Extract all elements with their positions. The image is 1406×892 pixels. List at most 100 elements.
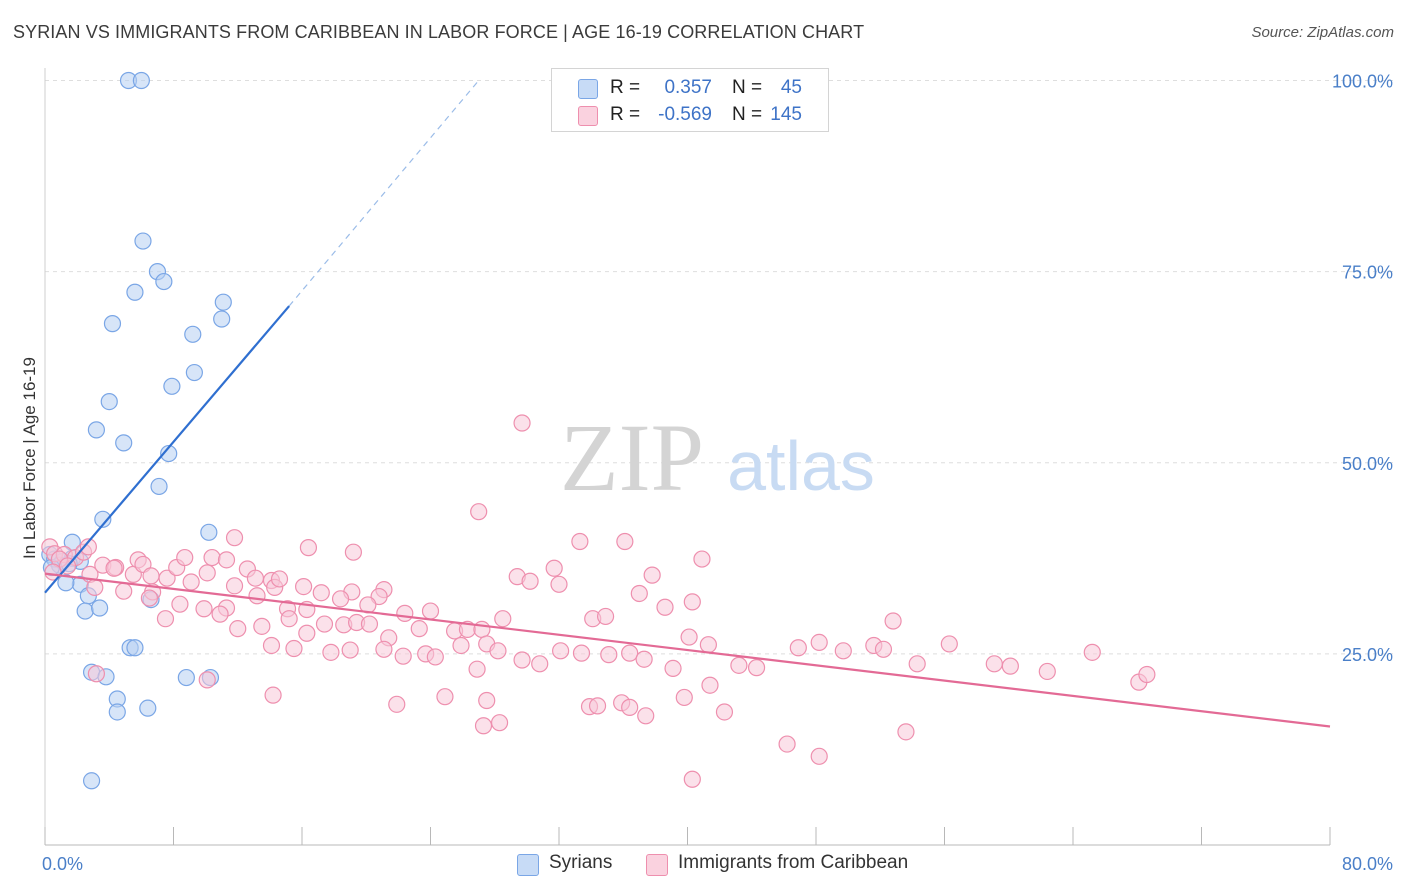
syrians-point: [82, 772, 101, 790]
caribbean-point: [693, 550, 711, 568]
caribbean-point: [513, 414, 531, 432]
caribbean-point: [452, 636, 470, 655]
caribbean-point: [142, 567, 160, 585]
series-caribbean: [41, 414, 1156, 788]
syrians-point: [139, 699, 157, 717]
series-legend: Syrians Immigrants from Caribbean: [0, 852, 1406, 878]
syrians-point: [184, 325, 202, 343]
caribbean-point: [322, 643, 340, 661]
syrians-point: [163, 377, 181, 395]
legend-swatch-syrians: [578, 79, 598, 99]
caribbean-point: [176, 548, 194, 567]
caribbean-point: [985, 655, 1003, 673]
caribbean-point: [494, 610, 512, 628]
tick-labels: 25.0% 50.0% 75.0% 100.0% 0.0% 80.0%: [42, 72, 1393, 875]
syrians-point: [134, 232, 152, 250]
caribbean-point: [730, 656, 748, 674]
syrians-point: [160, 444, 178, 463]
caribbean-point: [834, 642, 852, 660]
y-tick-label: 100.0%: [1332, 72, 1393, 92]
caribbean-point: [105, 559, 123, 577]
caribbean-point: [600, 646, 618, 664]
syrians-point: [103, 315, 122, 333]
caribbean-point: [115, 582, 133, 600]
caribbean-point: [473, 620, 491, 639]
y-tick-label: 75.0%: [1342, 263, 1393, 283]
caribbean-point: [470, 503, 488, 521]
caribbean-point: [789, 639, 807, 657]
legend-r-label: R =: [610, 77, 641, 98]
caribbean-point: [897, 723, 915, 741]
caribbean-point: [545, 559, 563, 577]
caribbean-point: [195, 600, 213, 618]
caribbean-point: [315, 615, 334, 633]
caribbean-point: [360, 615, 379, 633]
caribbean-point: [664, 659, 682, 678]
legend-n-label: N =: [732, 104, 763, 125]
watermark: ZIP atlas: [560, 404, 875, 511]
caribbean-point: [635, 650, 653, 668]
source-label: Source: ZipAtlas.com: [1251, 24, 1394, 41]
y-tick-label: 50.0%: [1342, 454, 1393, 474]
syrians-point: [200, 523, 218, 541]
caribbean-point: [701, 676, 719, 694]
caribbean-point: [874, 640, 893, 658]
caribbean-point: [699, 636, 717, 654]
legend-row-syrians: R = 0.357 N = 45: [552, 75, 828, 101]
caribbean-point: [884, 612, 902, 630]
caribbean-point: [426, 648, 444, 666]
syrians-point: [57, 574, 75, 592]
syrians-point: [108, 703, 126, 721]
syrians-point: [91, 599, 109, 617]
caribbean-point: [264, 686, 282, 704]
legend-r-value: 0.357: [664, 77, 712, 98]
chart-title: SYRIAN VS IMMIGRANTS FROM CARIBBEAN IN L…: [13, 22, 865, 42]
caribbean-point: [248, 587, 266, 605]
caribbean-point: [182, 573, 200, 591]
caribbean-point: [1138, 665, 1156, 684]
legend-swatch-caribbean: [578, 106, 598, 126]
caribbean-point: [394, 647, 412, 665]
syrians-trend-line: [44, 305, 290, 594]
caribbean-point: [810, 633, 828, 652]
caribbean-point: [715, 703, 734, 721]
syrians-trend-extension: [288, 80, 480, 307]
caribbean-point: [375, 640, 393, 658]
x-tick-label: 0.0%: [42, 854, 83, 874]
caribbean-point: [217, 551, 236, 569]
caribbean-point: [616, 532, 634, 551]
caribbean-point: [198, 564, 216, 582]
correlation-legend: R = 0.357 N = 45 R = -0.569 N = 145: [551, 68, 829, 132]
caribbean-point: [478, 691, 496, 710]
caribbean-point: [747, 659, 766, 677]
caribbean-point: [344, 543, 362, 561]
caribbean-point: [280, 610, 298, 628]
caribbean-point: [1038, 662, 1056, 681]
caribbean-point: [521, 572, 539, 590]
caribbean-point: [246, 569, 265, 587]
caribbean-point: [643, 566, 661, 584]
syrians-point: [94, 510, 112, 528]
caribbean-point: [211, 605, 229, 623]
legend-row-caribbean: R = -0.569 N = 145: [552, 102, 828, 128]
caribbean-point: [198, 671, 216, 689]
caribbean-point: [683, 770, 701, 788]
caribbean-point: [253, 617, 271, 635]
caribbean-point: [1083, 643, 1101, 661]
syrians-point: [87, 421, 106, 439]
x-tick-label: 80.0%: [1342, 854, 1393, 874]
syrians-point: [126, 639, 144, 657]
syrians-point: [115, 434, 133, 452]
legend-label-caribbean: Immigrants from Caribbean: [678, 852, 909, 873]
legend-swatch-caribbean: [646, 854, 668, 876]
syrians-point: [155, 272, 173, 291]
caribbean-point: [940, 635, 958, 653]
caribbean-point: [396, 604, 414, 622]
legend-r-label: R =: [610, 104, 641, 125]
caribbean-point: [572, 644, 591, 662]
caribbean-point: [637, 707, 655, 725]
caribbean-point: [1001, 657, 1019, 675]
caribbean-trend-line: [44, 572, 1331, 728]
caribbean-point: [621, 698, 639, 716]
